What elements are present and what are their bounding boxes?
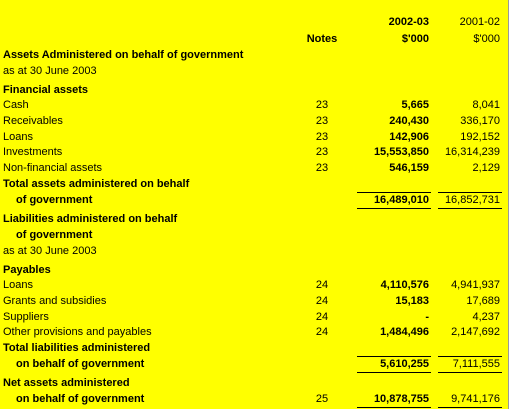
current-value: 16,489,010 <box>374 194 429 206</box>
row-label: Receivables <box>3 115 63 127</box>
current-value: 5,665 <box>401 99 429 111</box>
row-label: Non-financial assets <box>3 162 103 174</box>
prior-value: 2,147,692 <box>451 326 500 338</box>
row-label: Investments <box>3 146 63 158</box>
prior-year: 2001-02 <box>460 16 500 28</box>
row-notes: 24 <box>316 295 328 307</box>
prior-value: 4,941,937 <box>451 279 500 291</box>
prior-value: 192,152 <box>460 131 500 143</box>
prior-value: 17,689 <box>466 295 500 307</box>
current-value: 15,183 <box>395 295 429 307</box>
row-label: as at 30 June 2003 <box>3 65 97 77</box>
row-label: on behalf of government <box>16 358 145 370</box>
row-notes: 23 <box>316 131 328 143</box>
current-value: 546,159 <box>389 162 429 174</box>
current-value: 15,553,850 <box>374 146 429 158</box>
prior-value: 9,741,176 <box>451 393 500 405</box>
current-value: 240,430 <box>389 115 429 127</box>
prior-value: 4,237 <box>472 311 500 323</box>
row-label: Loans <box>3 131 33 143</box>
prior-value: 8,041 <box>472 99 500 111</box>
row-notes: 23 <box>316 146 328 158</box>
current-value: 5,610,255 <box>380 358 429 370</box>
row-label: Net assets administered <box>3 377 130 389</box>
current-value: 10,878,755 <box>374 393 429 405</box>
notes-header: Notes <box>307 33 338 45</box>
current-value: 1,484,496 <box>380 326 429 338</box>
prior-value: 336,170 <box>460 115 500 127</box>
current-value: 4,110,576 <box>381 279 429 291</box>
row-label: Total liabilities administered <box>3 342 150 354</box>
row-label: Other provisions and payables <box>3 326 152 338</box>
row-label: Payables <box>3 264 51 276</box>
row-notes: 23 <box>316 115 328 127</box>
row-label: Grants and subsidies <box>3 295 107 307</box>
prior-value: 7,111,555 <box>453 358 500 370</box>
row-notes: 23 <box>316 99 328 111</box>
current-unit: $'000 <box>402 33 429 45</box>
row-label: Liabilities administered on behalf <box>3 213 178 225</box>
row-notes: 23 <box>316 162 328 174</box>
row-label: as at 30 June 2003 <box>3 245 97 257</box>
current-year: 2002-03 <box>389 16 429 28</box>
row-label: of government <box>16 229 93 241</box>
row-notes: 24 <box>316 326 328 338</box>
prior-value: 16,314,239 <box>445 146 500 158</box>
current-value: - <box>425 311 429 323</box>
prior-unit: $'000 <box>473 33 500 45</box>
row-label: Financial assets <box>3 84 88 96</box>
row-notes: 24 <box>316 311 328 323</box>
row-label: Suppliers <box>3 311 49 323</box>
prior-value: 16,852,731 <box>445 194 500 206</box>
row-label: Assets Administered on behalf of governm… <box>3 49 244 61</box>
prior-value: 2,129 <box>472 162 500 174</box>
row-label: on behalf of government <box>16 393 145 405</box>
row-label: Total assets administered on behalf <box>3 178 190 190</box>
row-notes: 25 <box>316 393 328 405</box>
row-label: Cash <box>3 99 29 111</box>
current-value: 142,906 <box>389 131 429 143</box>
row-notes: 24 <box>316 279 328 291</box>
row-label: of government <box>16 194 93 206</box>
row-label: Loans <box>3 279 33 291</box>
